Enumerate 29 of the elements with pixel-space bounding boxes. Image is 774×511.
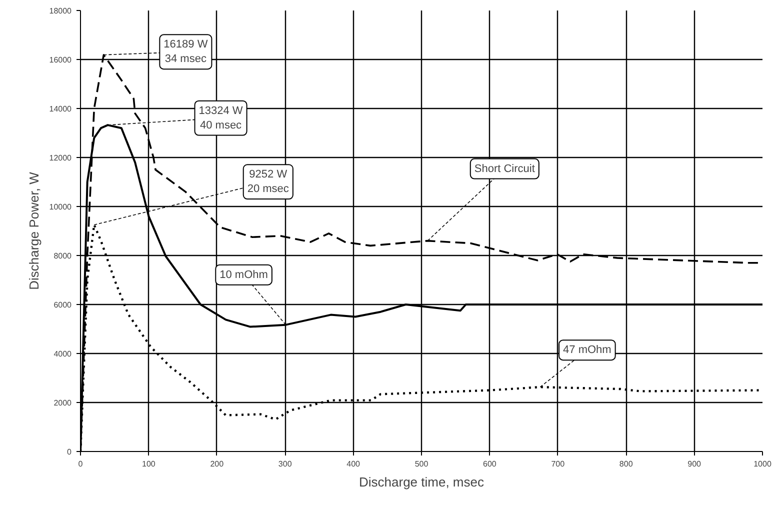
x-tick-label: 1000 — [754, 460, 772, 468]
annotation: 16189 W 34 msec — [164, 38, 208, 66]
y-tick-label: 16000 — [49, 56, 72, 64]
x-tick-label: 900 — [688, 460, 702, 468]
x-tick-label: 700 — [551, 460, 566, 468]
x-tick-label: 400 — [346, 460, 361, 468]
x-tick-label: 100 — [142, 460, 156, 468]
x-tick-label: 200 — [210, 460, 224, 468]
x-tick-label: 600 — [483, 460, 497, 468]
y-tick-label: 8000 — [54, 252, 72, 260]
text: 10 mOhm — [220, 268, 268, 281]
y-tick-label: 12000 — [49, 154, 72, 162]
y-tick-label: 2000 — [54, 398, 72, 408]
y-tick-label: 4000 — [54, 350, 72, 358]
x-tick-label: 300 — [278, 460, 292, 468]
y-tick-label: 0 — [67, 448, 72, 456]
y-tick-label: 14000 — [49, 104, 72, 114]
x-tick-label: 500 — [414, 460, 429, 468]
annotation: 9252 W 20 msec — [247, 168, 290, 196]
x-tick-label: 0 — [78, 460, 84, 468]
y-axis-title: Discharge Power, W — [26, 171, 42, 290]
y-tick-label: 6000 — [54, 300, 72, 310]
y-tick-label: 18000 — [49, 6, 72, 16]
text: Short Circuit — [474, 162, 535, 175]
x-tick-label: 800 — [619, 460, 634, 468]
x-axis-title: Discharge time, msec — [359, 474, 484, 490]
annotation: 13324 W 40 msec — [198, 104, 244, 132]
text: 47 mOhm — [563, 344, 612, 356]
y-tick-label: 10000 — [49, 202, 72, 212]
